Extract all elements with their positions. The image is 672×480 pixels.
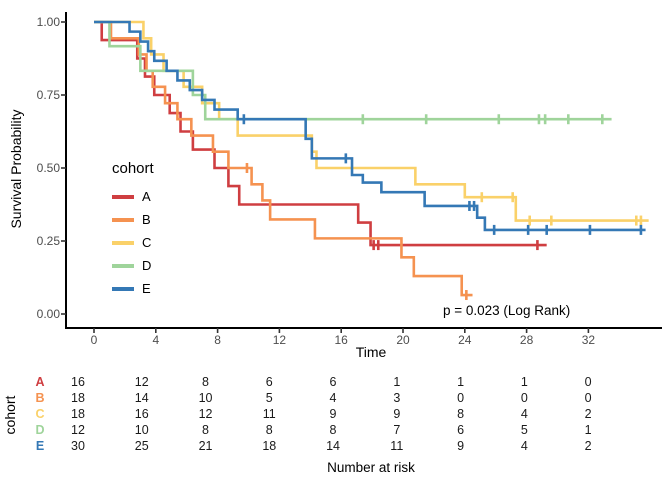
x-tick-label: 4 [152, 333, 160, 347]
risk-count-C-t0: 18 [71, 407, 85, 421]
risk-count-E-t4: 25 [134, 439, 149, 453]
y-tick-label: 0.75 [36, 88, 60, 102]
legend-line-swatch-E [112, 287, 134, 291]
risk-count-B-t28: 0 [520, 391, 528, 405]
risk-count-D-t4: 10 [134, 423, 149, 437]
risk-row-label-C: C [35, 407, 45, 421]
risk-count-B-t12: 5 [265, 391, 273, 405]
risk-count-B-t32: 0 [584, 391, 592, 405]
risk-count-A-t12: 6 [265, 375, 273, 389]
x-tick-label: 28 [519, 333, 534, 347]
risk-count-E-t24: 9 [457, 439, 465, 453]
x-tick-label: 16 [334, 333, 348, 347]
y-axis-title: Survival Probability [8, 109, 24, 229]
survival-curve-A [94, 20, 547, 247]
risk-count-E-t0: 30 [71, 439, 85, 453]
risk-count-B-t16: 4 [329, 391, 337, 405]
risk-count-A-t20: 1 [393, 375, 401, 389]
legend-line-swatch-A [112, 195, 134, 199]
x-tick-label: 20 [396, 333, 410, 347]
risk-count-B-t24: 0 [457, 391, 465, 405]
risk-row-label-D: D [35, 423, 45, 437]
risk-count-D-t12: 8 [265, 423, 273, 437]
legend-title: cohort [112, 160, 154, 177]
risk-count-A-t4: 12 [134, 375, 149, 389]
risk-count-A-t32: 0 [584, 375, 592, 389]
risk-count-D-t0: 12 [71, 423, 85, 437]
risk-count-C-t28: 4 [520, 407, 528, 421]
risk-count-E-t28: 4 [520, 439, 528, 453]
legend-line-swatch-B [112, 218, 134, 222]
risk-count-A-t16: 6 [329, 375, 337, 389]
risk-count-B-t8: 10 [198, 391, 213, 405]
legend-line-swatch-C [112, 241, 134, 245]
risk-count-A-t28: 1 [520, 375, 528, 389]
risk-count-B-t4: 14 [134, 391, 149, 405]
risk-count-E-t12: 18 [262, 439, 277, 453]
survival-curve-E [94, 20, 646, 232]
x-tick-label: 24 [458, 333, 472, 347]
risk-count-E-t32: 2 [584, 439, 592, 453]
y-tick-label: 0.50 [36, 161, 60, 175]
x-axis-title: Time [355, 344, 387, 360]
legend-label-D: D [142, 258, 152, 273]
risk-count-E-t16: 14 [326, 439, 340, 453]
y-tick-label: 1.00 [36, 15, 60, 29]
legend-line-swatch-D [112, 264, 134, 268]
x-tick-label: 32 [581, 333, 596, 347]
risk-count-D-t16: 8 [329, 423, 337, 437]
risk-table-group-label: cohort [2, 395, 18, 435]
risk-row-label-A: A [35, 375, 45, 389]
legend-label-B: B [142, 212, 151, 227]
risk-row-label-E: E [35, 439, 45, 453]
risk-count-A-t8: 8 [202, 375, 209, 389]
legend-label-E: E [142, 281, 151, 296]
survival-curve-B [94, 20, 473, 297]
risk-count-A-t24: 1 [457, 375, 465, 389]
risk-row-label-B: B [35, 391, 45, 405]
risk-count-E-t20: 11 [390, 439, 404, 453]
risk-count-D-t20: 7 [393, 423, 401, 437]
legend-label-A: A [142, 189, 151, 204]
risk-count-C-t24: 8 [457, 407, 465, 421]
risk-count-B-t0: 18 [71, 391, 85, 405]
risk-count-E-t8: 21 [198, 439, 213, 453]
pvalue-annotation: p = 0.023 (Log Rank) [443, 303, 571, 318]
risk-count-C-t8: 12 [198, 407, 213, 421]
risk-count-B-t20: 3 [393, 391, 401, 405]
risk-count-C-t20: 9 [393, 407, 401, 421]
x-tick-label: 0 [90, 333, 98, 347]
risk-table-caption: Number at risk [327, 460, 415, 475]
risk-count-C-t12: 11 [262, 407, 276, 421]
legend-label-C: C [142, 235, 152, 250]
risk-count-D-t28: 5 [520, 423, 528, 437]
risk-count-D-t8: 8 [202, 423, 209, 437]
risk-count-D-t24: 6 [457, 423, 465, 437]
risk-count-A-t0: 16 [71, 375, 85, 389]
risk-count-C-t16: 9 [329, 407, 337, 421]
y-tick-label: 0.00 [36, 307, 60, 321]
survival-curve-C [94, 20, 649, 222]
risk-count-C-t4: 16 [134, 407, 149, 421]
y-tick-label: 0.25 [36, 234, 60, 248]
risk-count-C-t32: 2 [584, 407, 592, 421]
x-tick-label: 12 [272, 333, 287, 347]
x-tick-label: 8 [214, 333, 221, 347]
risk-count-D-t32: 1 [584, 423, 592, 437]
